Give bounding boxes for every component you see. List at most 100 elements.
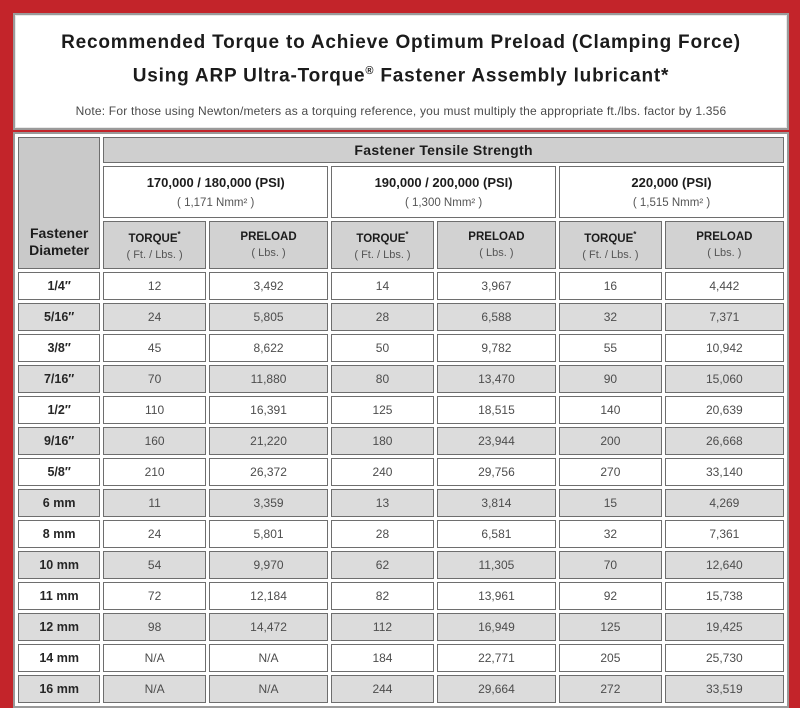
torque-value-cell: 55 [559, 334, 662, 363]
preload-value-cell: 16,391 [208, 396, 329, 425]
tensile-strength-header: Fastener Tensile Strength [103, 137, 784, 164]
preload-unit: ( Lbs. ) [707, 247, 742, 260]
torque-value-cell: 92 [559, 582, 662, 611]
page-title-line1: Recommended Torque to Achieve Optimum Pr… [61, 32, 741, 53]
preload-value-cell: 23,944 [436, 427, 557, 456]
torque-label: TORQUE* [584, 229, 637, 245]
table-row: 10 mm 54 9,970 62 11,305 70 12,640 [18, 551, 784, 580]
torque-value-cell: 244 [331, 675, 434, 704]
torque-value-cell: 270 [559, 458, 662, 487]
fastener-diameter-cell: 1/4″ [18, 272, 101, 301]
preload-value-cell: 9,970 [208, 551, 329, 580]
title-box: Recommended Torque to Achieve Optimum Pr… [13, 13, 789, 131]
preload-value-cell: 12,184 [208, 582, 329, 611]
preload-value-cell: 10,942 [664, 334, 784, 363]
table-row: 12 mm 98 14,472 112 16,949 125 19,425 [18, 613, 784, 642]
torque-unit: ( Ft. / Lbs. ) [354, 248, 411, 261]
torque-value-cell: 24 [103, 520, 206, 549]
preload-value-cell: 3,814 [436, 489, 557, 518]
preload-value-cell: N/A [208, 644, 329, 673]
fastener-diameter-cell: 8 mm [18, 520, 101, 549]
registered-trademark-symbol: ® [365, 65, 375, 77]
fastener-diameter-cell: 6 mm [18, 489, 101, 518]
preload-value-cell: 16,949 [436, 613, 557, 642]
psi-value: 190,000 / 200,000 (PSI) [374, 175, 513, 191]
title-line2-post: Fastener Assembly lubricant* [374, 65, 670, 87]
torque-asterisk: * [405, 229, 409, 239]
preload-value-cell: 33,519 [664, 675, 784, 704]
torque-value-cell: N/A [103, 644, 206, 673]
preload-value-cell: 20,639 [664, 396, 784, 425]
preload-column-header: PRELOAD ( Lbs. ) [208, 221, 329, 270]
torque-value-cell: 24 [103, 303, 206, 332]
preload-value-cell: 5,805 [208, 303, 329, 332]
preload-value-cell: 15,738 [664, 582, 784, 611]
preload-value-cell: 3,492 [208, 272, 329, 301]
fastener-diameter-cell: 9/16″ [18, 427, 101, 456]
torque-value-cell: 11 [103, 489, 206, 518]
preload-value-cell: 13,961 [436, 582, 557, 611]
torque-value-cell: 28 [331, 520, 434, 549]
torque-value-cell: 205 [559, 644, 662, 673]
torque-value-cell: 54 [103, 551, 206, 580]
preload-value-cell: 7,361 [664, 520, 784, 549]
torque-value-cell: 45 [103, 334, 206, 363]
preload-value-cell: 3,359 [208, 489, 329, 518]
page-title-line2: Using ARP Ultra-Torque® Fastener Assembl… [23, 57, 779, 90]
preload-value-cell: 6,581 [436, 520, 557, 549]
psi-group-170-180: 170,000 / 180,000 (PSI) ( 1,171 Nmm² ) [103, 166, 329, 219]
preload-value-cell: 18,515 [436, 396, 557, 425]
torque-value-cell: 110 [103, 396, 206, 425]
torque-value-cell: 272 [559, 675, 662, 704]
preload-value-cell: 26,372 [208, 458, 329, 487]
fastener-diameter-cell: 14 mm [18, 644, 101, 673]
torque-value-cell: 90 [559, 365, 662, 394]
fastener-diameter-cell: 12 mm [18, 613, 101, 642]
preload-value-cell: 21,220 [208, 427, 329, 456]
preload-unit: ( Lbs. ) [479, 247, 514, 260]
table-row: 7/16″ 70 11,880 80 13,470 90 15,060 [18, 365, 784, 394]
header-row-main: Fastener Diameter Fastener Tensile Stren… [18, 137, 784, 270]
fastener-diameter-cell: 1/2″ [18, 396, 101, 425]
torque-value-cell: 180 [331, 427, 434, 456]
torque-value-cell: N/A [103, 675, 206, 704]
fastener-diameter-cell: 7/16″ [18, 365, 101, 394]
torque-value-cell: 125 [559, 613, 662, 642]
table-header: Fastener Diameter Fastener Tensile Stren… [18, 137, 784, 270]
fastener-diameter-cell: 16 mm [18, 675, 101, 704]
preload-value-cell: 33,140 [664, 458, 784, 487]
torque-value-cell: 70 [559, 551, 662, 580]
table-row: 1/4″ 12 3,492 14 3,967 16 4,442 [18, 272, 784, 301]
newton-meters-note: Note: For those using Newton/meters as a… [75, 104, 727, 119]
torque-label: TORQUE* [356, 229, 409, 245]
preload-unit: ( Lbs. ) [251, 247, 286, 260]
preload-value-cell: 8,622 [208, 334, 329, 363]
preload-value-cell: 9,782 [436, 334, 557, 363]
torque-value-cell: 14 [331, 272, 434, 301]
torque-value-cell: 160 [103, 427, 206, 456]
preload-value-cell: 5,801 [208, 520, 329, 549]
preload-value-cell: 13,470 [436, 365, 557, 394]
preload-column-header: PRELOAD ( Lbs. ) [436, 221, 557, 270]
torque-value-cell: 16 [559, 272, 662, 301]
torque-label: TORQUE* [128, 229, 181, 245]
preload-value-cell: 15,060 [664, 365, 784, 394]
preload-value-cell: 26,668 [664, 427, 784, 456]
preload-value-cell: 19,425 [664, 613, 784, 642]
torque-value-cell: 72 [103, 582, 206, 611]
torque-value-cell: 82 [331, 582, 434, 611]
table-row: 14 mm N/A N/A 184 22,771 205 25,730 [18, 644, 784, 673]
torque-value-cell: 125 [331, 396, 434, 425]
torque-unit: ( Ft. / Lbs. ) [582, 248, 639, 261]
table-row: 5/8″ 210 26,372 240 29,756 270 33,140 [18, 458, 784, 487]
preload-label: PRELOAD [240, 231, 297, 244]
table-row: 9/16″ 160 21,220 180 23,944 200 26,668 [18, 427, 784, 456]
torque-value-cell: 32 [559, 520, 662, 549]
torque-column-header: TORQUE* ( Ft. / Lbs. ) [103, 221, 206, 270]
header-row-psi: 170,000 / 180,000 (PSI) ( 1,171 Nmm² ) 1… [18, 166, 784, 219]
table-row: 16 mm N/A N/A 244 29,664 272 33,519 [18, 675, 784, 704]
fastener-diameter-cell: 5/8″ [18, 458, 101, 487]
fastener-diameter-header-line2: Diameter [29, 242, 90, 259]
preload-label: PRELOAD [696, 231, 753, 244]
preload-value-cell: 11,305 [436, 551, 557, 580]
